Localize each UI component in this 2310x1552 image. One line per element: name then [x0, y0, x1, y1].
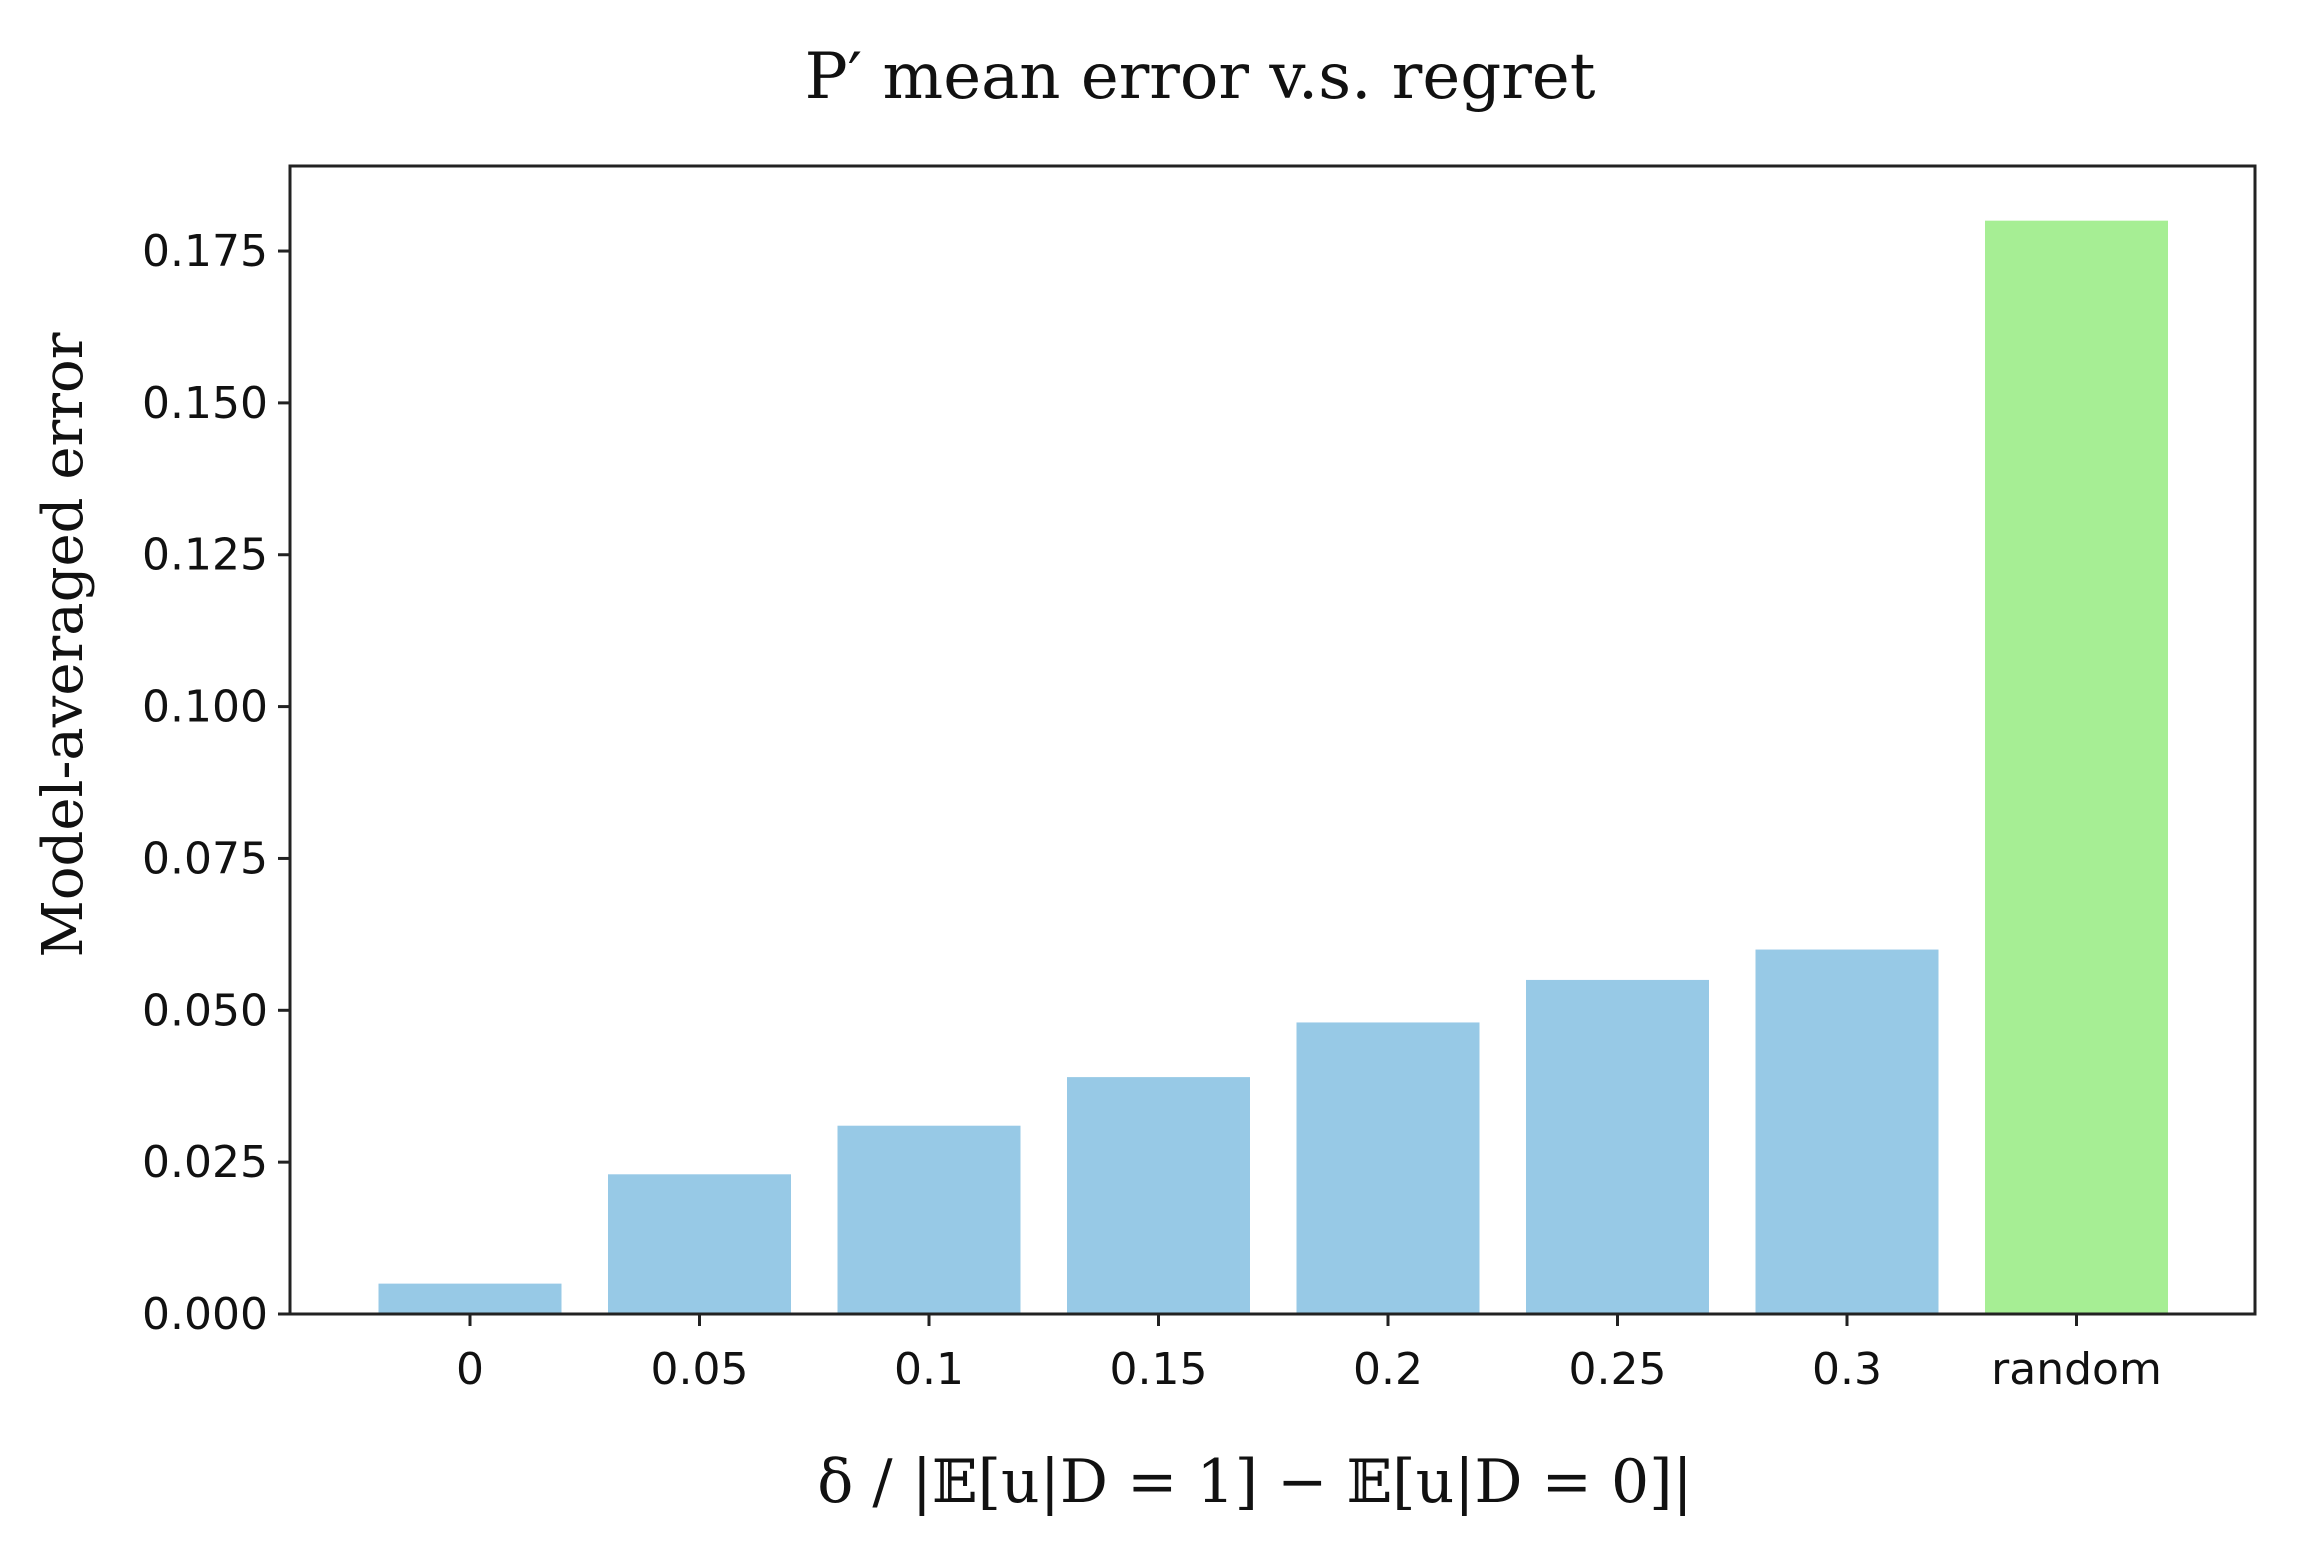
x-tick-label: 0: [456, 1344, 484, 1395]
x-tick-label: random: [1991, 1344, 2162, 1395]
y-tick-label: 0.050: [142, 985, 268, 1036]
bar-0.15: [1067, 1077, 1250, 1314]
y-axis-label: Model-averaged error: [31, 332, 96, 957]
bar-0.3: [1755, 949, 1939, 1314]
y-tick-label: 0.150: [142, 378, 268, 429]
bars-layer: [378, 220, 2168, 1315]
y-ticks-layer: 0.000 0.025 0.050 0.075 0.100 0.125 0.150 0.175: [142, 226, 290, 1340]
x-tick-label: 0.3: [1812, 1344, 1882, 1395]
y-tick-label: 0.075: [142, 833, 268, 884]
bar-0.25: [1526, 979, 1709, 1314]
y-tick-label: 0.175: [142, 226, 268, 277]
x-axis-label: δ / |𝔼[u|D = 1] − 𝔼[u|D = 0]|: [817, 1447, 1693, 1517]
x-tick-label: 0.2: [1353, 1344, 1423, 1395]
x-tick-label: 0.1: [894, 1344, 964, 1395]
bar-0.1: [837, 1125, 1021, 1314]
bar-0: [378, 1283, 562, 1314]
x-ticks-layer: 0 0.05 0.1 0.15 0.2 0.25 0.3 random: [456, 1314, 2162, 1395]
plot-frame: [288, 164, 2257, 1316]
y-tick-label: 0.125: [142, 530, 268, 581]
y-tick-label: 0.025: [142, 1137, 268, 1188]
y-tick-label: 0.000: [142, 1289, 268, 1340]
chart-title: P′ mean error v.s. regret: [805, 40, 1596, 114]
x-tick-label: 0.25: [1569, 1344, 1667, 1395]
bar-0.05: [608, 1174, 791, 1314]
x-tick-label: 0.15: [1110, 1344, 1208, 1395]
y-tick-label: 0.100: [142, 682, 268, 733]
bar-0.2: [1296, 1022, 1480, 1314]
x-tick-label: 0.05: [651, 1344, 749, 1395]
bar-random: [1985, 220, 2168, 1315]
